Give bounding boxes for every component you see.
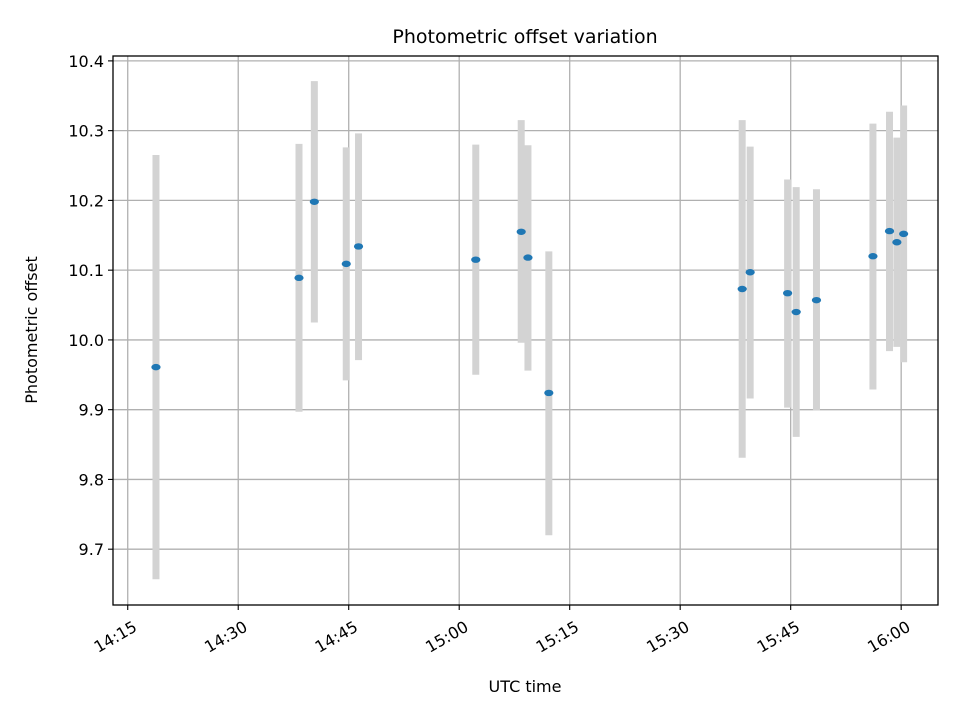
y-tick-label: 10.4 <box>68 52 104 71</box>
point-layer <box>151 198 909 397</box>
y-tick-label: 9.9 <box>79 401 104 420</box>
data-point <box>523 254 533 261</box>
plot-frame <box>112 55 939 606</box>
y-tick-label: 10.2 <box>68 191 104 210</box>
data-point <box>294 274 304 282</box>
data-point <box>353 243 364 250</box>
data-point <box>868 253 878 260</box>
y-axis-label: Photometric offset <box>22 256 41 404</box>
y-tick-label: 9.8 <box>79 470 104 489</box>
data-point <box>341 260 351 268</box>
data-point <box>471 256 481 263</box>
data-point <box>811 296 822 304</box>
chart-title: Photometric offset variation <box>392 26 657 48</box>
data-point <box>892 239 902 246</box>
data-point <box>783 289 793 297</box>
data-point <box>516 228 526 235</box>
data-point <box>899 230 909 238</box>
y-tick-label: 10.3 <box>68 122 104 141</box>
data-point <box>791 308 801 316</box>
data-point <box>544 389 554 397</box>
data-point <box>737 285 747 293</box>
y-tick-label: 10.0 <box>68 331 104 350</box>
data-point <box>309 198 319 205</box>
data-point <box>884 227 895 235</box>
x-axis-label: UTC time <box>489 677 562 696</box>
y-tick-label: 10.1 <box>68 261 104 280</box>
data-point <box>151 363 161 371</box>
data-point <box>745 269 755 276</box>
y-tick-label: 9.7 <box>79 540 104 559</box>
